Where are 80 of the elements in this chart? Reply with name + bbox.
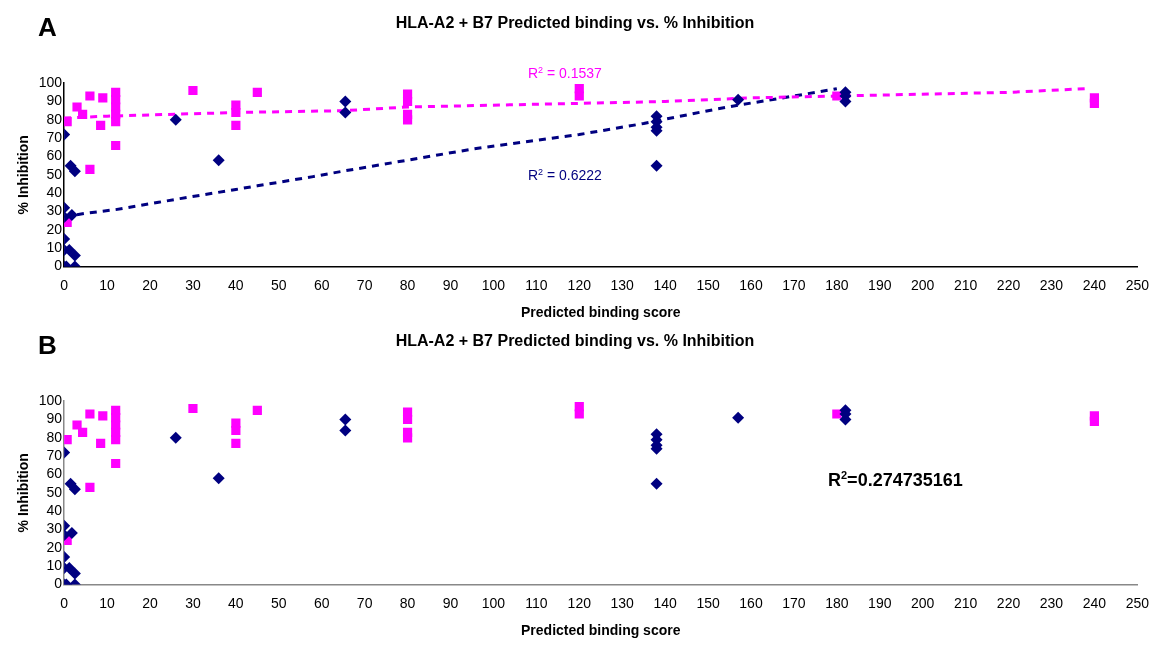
text: B: [38, 330, 57, 360]
x-tick-label: 10: [99, 276, 116, 293]
y-tick-label: 50: [46, 483, 63, 500]
x-tick-label: 140: [653, 594, 678, 611]
y-tick-label: 20: [46, 220, 63, 237]
x-tick-label: 30: [185, 594, 201, 611]
y-axis-title: % Inhibition: [15, 453, 32, 533]
x-tick-label: 160: [739, 276, 763, 293]
x-tick-label: 90: [442, 276, 459, 293]
y-tick-label: 80: [46, 110, 63, 127]
y-tick-label: 70: [46, 447, 63, 464]
x-axis-title: Predicted binding score: [521, 304, 681, 321]
y-tick-label: 40: [46, 501, 63, 518]
text: A: [38, 12, 57, 42]
x-tick-label: 100: [481, 276, 506, 293]
x-tick-label: 160: [739, 594, 763, 611]
x-tick-label: 220: [996, 594, 1021, 611]
y-tick-label: 40: [46, 183, 63, 200]
x-tick-label: 180: [825, 276, 849, 293]
x-tick-label: 210: [953, 594, 978, 611]
x-tick-label: 200: [911, 276, 935, 293]
y-tick-label: 100: [38, 74, 63, 91]
x-tick-label: 150: [696, 594, 720, 611]
x-tick-label: 60: [313, 594, 330, 611]
x-tick-label: 240: [1082, 594, 1107, 611]
x-tick-label: 30: [185, 276, 201, 293]
x-tick-label: 120: [567, 594, 592, 611]
x-tick-label: 10: [99, 594, 116, 611]
x-tick-label: 230: [1039, 276, 1064, 293]
x-tick-label: 20: [142, 276, 159, 293]
y-tick-label: 50: [46, 165, 63, 182]
x-tick-label: 140: [653, 276, 678, 293]
chart-title: HLA-A2 + B7 Predicted binding vs. % Inhibition: [395, 332, 755, 350]
x-tick-label: 200: [911, 594, 935, 611]
x-tick-label: 70: [356, 594, 373, 611]
x-tick-label: 170: [782, 594, 806, 611]
y-tick-label: 90: [46, 92, 63, 109]
x-tick-label: 40: [228, 594, 244, 611]
y-tick-label: 70: [46, 129, 63, 146]
y-tick-label: 0: [54, 257, 63, 274]
x-tick-label: 190: [868, 594, 892, 611]
y-tick-label: 10: [46, 556, 63, 573]
y-tick-label: 60: [46, 465, 63, 482]
x-tick-label: 120: [567, 276, 592, 293]
y-tick-label: 30: [46, 202, 63, 219]
x-tick-label: 80: [399, 594, 416, 611]
x-tick-label: 130: [610, 276, 635, 293]
y-tick-label: 0: [54, 575, 63, 592]
x-tick-label: 110: [525, 594, 548, 611]
x-tick-label: 70: [356, 276, 373, 293]
x-tick-label: 250: [1125, 276, 1150, 293]
x-tick-label: 20: [142, 594, 159, 611]
x-tick-label: 50: [271, 594, 287, 611]
x-tick-label: 180: [825, 594, 849, 611]
y-tick-label: 10: [46, 238, 63, 255]
x-tick-label: 150: [696, 276, 720, 293]
x-tick-label: 250: [1125, 594, 1150, 611]
y-tick-label: 60: [46, 147, 63, 164]
x-tick-label: 50: [271, 276, 287, 293]
x-tick-label: 110: [525, 276, 548, 293]
x-tick-label: 240: [1082, 276, 1107, 293]
y-tick-label: 30: [46, 520, 63, 537]
y-axis-title: % Inhibition: [15, 135, 32, 215]
x-axis-title: Predicted binding score: [521, 622, 681, 639]
y-tick-label: 20: [46, 538, 63, 555]
x-tick-label: 90: [442, 594, 459, 611]
y-tick-label: 100: [38, 392, 63, 409]
x-tick-label: 80: [399, 276, 416, 293]
x-tick-label: 220: [996, 276, 1021, 293]
chart-title: HLA-A2 + B7 Predicted binding vs. % Inhibition: [395, 14, 755, 32]
y-tick-label: 80: [46, 428, 63, 445]
y-tick-label: 90: [46, 410, 63, 427]
x-tick-label: 230: [1039, 594, 1064, 611]
x-tick-label: 130: [610, 594, 635, 611]
x-tick-label: 210: [953, 276, 978, 293]
x-tick-label: 100: [481, 594, 506, 611]
x-tick-label: 190: [868, 276, 892, 293]
x-tick-label: 60: [313, 276, 330, 293]
x-tick-label: 40: [228, 276, 244, 293]
x-tick-label: 170: [782, 276, 806, 293]
